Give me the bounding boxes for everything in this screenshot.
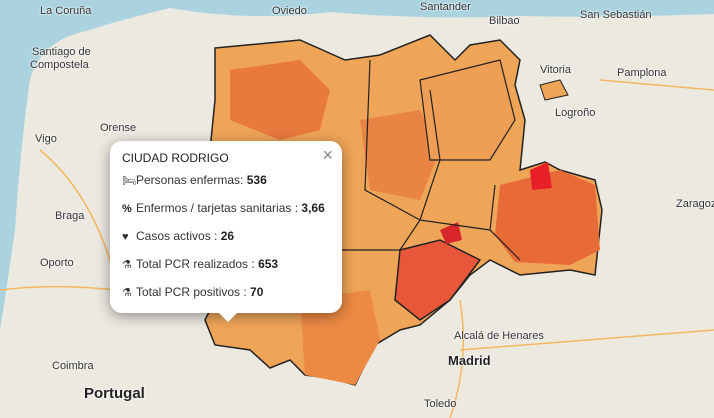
label-la-coruna: La Coruña [40,5,92,17]
label-san-sebastian: San Sebastián [580,9,652,21]
row-casos-activos: ♥ Casos activos : 26 [122,229,235,243]
row-pcr-positivos: ⚗ Total PCR positivos : 70 [122,285,264,299]
zone-max-1 [530,162,552,190]
label-portugal: Portugal [84,385,145,402]
label-alcala: Alcalá de Henares [454,330,544,342]
label-vitoria: Vitoria [540,64,571,76]
label-logrono: Logroño [555,107,596,119]
enclave [539,79,569,101]
zone-south [300,290,380,385]
bed-icon: 🛏 [122,175,136,187]
label-santander: Santander [420,1,471,13]
label-oporto: Oporto [40,257,74,269]
row-pcr-realizados: ⚗ Total PCR realizados : 653 [122,257,279,271]
popup-tip [218,312,238,322]
zone-high-west [230,60,330,140]
label-toledo: Toledo [424,398,457,410]
label-santiago: Santiago de [32,46,91,58]
zone-max-2 [440,222,462,244]
label-pamplona: Pamplona [617,67,667,79]
sea [0,0,714,330]
percent-icon: % [122,203,132,215]
zone-segovia [394,239,482,321]
zone-high-east [495,170,600,265]
label-bilbao: Bilbao [489,15,520,27]
label-coimbra: Coimbra [52,360,94,372]
popup-title: CIUDAD RODRIGO [122,151,229,165]
label-braga: Braga [55,210,85,222]
zone-high-center [360,110,440,200]
label-zaragoza: Zaragoza [676,198,714,210]
row-personas-enfermas: 🛏Personas enfermas: 536 [122,173,267,187]
label-madrid: Madrid [448,353,491,368]
label-orense: Orense [100,122,137,134]
row-enfermos-tarjetas: % Enfermos / tarjetas sanitarias : 3,66 [122,201,325,215]
heartbeat-icon: ♥ [122,231,129,243]
close-icon[interactable]: × [322,145,333,165]
label-vigo: Vigo [35,133,57,145]
label-oviedo: Oviedo [272,5,307,17]
flask-icon: ⚗ [122,287,132,299]
label-compostela: Compostela [30,59,89,71]
info-popup: CIUDAD RODRIGO × 🛏Personas enfermas: 536… [110,141,342,313]
zone-northeast [419,59,516,161]
roads [0,79,714,418]
flask-icon: ⚗ [122,259,132,271]
